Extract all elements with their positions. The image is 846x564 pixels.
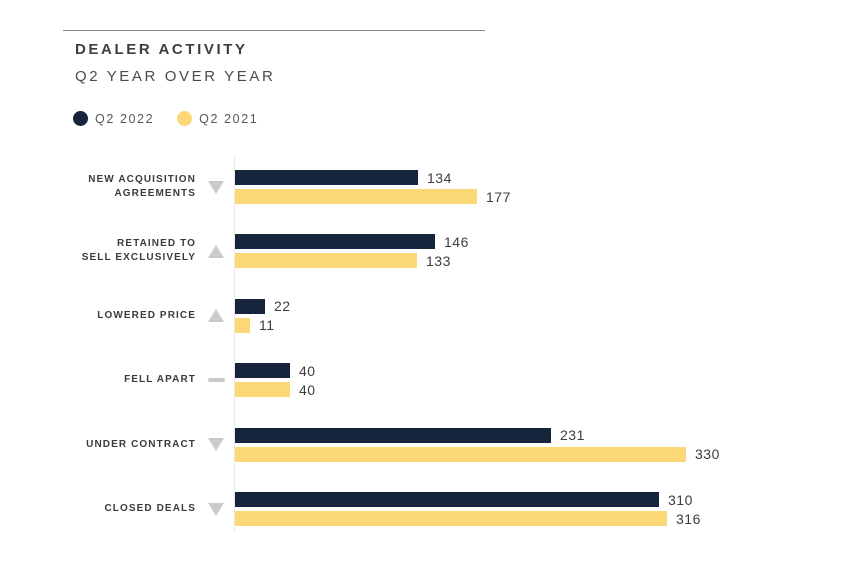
bar-line: 231 bbox=[235, 427, 720, 444]
baseline-axis bbox=[234, 155, 235, 532]
bar-line: 146 bbox=[235, 233, 469, 250]
bar-group: 310 316 bbox=[235, 491, 701, 527]
legend-item-q2-2022: Q2 2022 bbox=[73, 111, 154, 126]
bar-value-label: 146 bbox=[444, 233, 469, 250]
bar-q2-2021 bbox=[235, 317, 250, 333]
bar-q2-2021 bbox=[235, 189, 477, 204]
bar-q2-2022 bbox=[235, 234, 435, 250]
legend-item-q2-2021: Q2 2021 bbox=[177, 111, 258, 126]
category-label: FELL APART bbox=[0, 363, 196, 397]
legend-dot-yellow-icon bbox=[177, 111, 193, 126]
bar-group: 231 330 bbox=[235, 427, 720, 463]
trend-indicator bbox=[202, 363, 230, 397]
bar-value-label: 11 bbox=[259, 317, 275, 334]
bar-q2-2022 bbox=[235, 427, 551, 443]
bar-line: 177 bbox=[235, 188, 511, 205]
category-label: CLOSED DEALS bbox=[0, 492, 196, 526]
trend-down-icon bbox=[208, 180, 224, 194]
bar-value-label: 177 bbox=[486, 188, 511, 205]
category-label-line: FELL APART bbox=[124, 374, 196, 386]
bar-q2-2021 bbox=[235, 382, 290, 398]
bar-group: 40 40 bbox=[235, 362, 316, 398]
bar-value-label: 40 bbox=[299, 381, 316, 398]
bar-value-label: 310 bbox=[668, 491, 693, 508]
trend-down-icon bbox=[208, 438, 224, 452]
header-divider bbox=[63, 30, 485, 31]
trend-indicator bbox=[202, 428, 230, 462]
trend-indicator bbox=[202, 234, 230, 268]
bar-line: 22 bbox=[235, 298, 291, 315]
category-label-line: LOWERED PRICE bbox=[97, 309, 196, 321]
bar-line: 133 bbox=[235, 252, 469, 269]
category-label: LOWERED PRICE bbox=[0, 299, 196, 333]
category-label: RETAINED TO SELL EXCLUSIVELY bbox=[0, 234, 196, 268]
bar-value-label: 316 bbox=[676, 510, 701, 527]
chart-row: RETAINED TO SELL EXCLUSIVELY 146 133 bbox=[0, 233, 846, 269]
bar-q2-2022 bbox=[235, 363, 290, 379]
bar-q2-2022 bbox=[235, 170, 418, 185]
legend-label: Q2 2021 bbox=[199, 111, 259, 126]
trend-indicator bbox=[202, 492, 230, 526]
trend-indicator bbox=[202, 299, 230, 333]
bar-value-label: 22 bbox=[274, 298, 291, 315]
category-label-line: RETAINED TO bbox=[117, 238, 196, 250]
category-label-line: AGREEMENTS bbox=[114, 188, 196, 199]
chart-row: CLOSED DEALS 310 316 bbox=[0, 491, 846, 527]
bar-value-label: 231 bbox=[560, 427, 585, 444]
bar-line: 310 bbox=[235, 491, 701, 508]
category-label: UNDER CONTRACT bbox=[0, 428, 196, 462]
category-label-line: NEW ACQUISITION bbox=[88, 174, 196, 185]
chart-row: FELL APART 40 40 bbox=[0, 362, 846, 398]
category-label-line: SELL EXCLUSIVELY bbox=[81, 252, 196, 264]
bar-q2-2021 bbox=[235, 511, 667, 526]
bar-q2-2021 bbox=[235, 253, 417, 269]
legend-label: Q2 2022 bbox=[95, 111, 155, 126]
chart-row: NEW ACQUISITION AGREEMENTS 134 177 bbox=[0, 169, 846, 205]
bar-value-label: 330 bbox=[695, 446, 720, 463]
chart-row: UNDER CONTRACT 231 330 bbox=[0, 427, 846, 463]
bar-q2-2021 bbox=[235, 446, 686, 462]
legend-dot-navy-icon bbox=[73, 111, 88, 126]
bar-line: 316 bbox=[235, 510, 701, 527]
bar-q2-2022 bbox=[235, 492, 659, 507]
trend-flat-icon bbox=[207, 378, 225, 383]
bar-line: 11 bbox=[235, 317, 291, 334]
trend-up-icon bbox=[208, 244, 224, 258]
bar-line: 330 bbox=[235, 446, 720, 463]
category-label-line: UNDER CONTRACT bbox=[86, 438, 196, 450]
bar-value-label: 134 bbox=[427, 169, 452, 186]
bar-group: 134 177 bbox=[235, 169, 511, 205]
bar-line: 134 bbox=[235, 169, 511, 186]
bar-group: 22 11 bbox=[235, 298, 291, 334]
chart-legend: Q2 2022 Q2 2021 bbox=[73, 111, 258, 126]
trend-indicator bbox=[202, 170, 230, 204]
chart-row: LOWERED PRICE 22 11 bbox=[0, 298, 846, 334]
bar-group: 146 133 bbox=[235, 233, 469, 269]
bar-line: 40 bbox=[235, 381, 316, 398]
category-label-line: CLOSED DEALS bbox=[104, 503, 196, 514]
bar-value-label: 40 bbox=[299, 362, 316, 379]
page-title: DEALER ACTIVITY bbox=[75, 41, 248, 58]
bar-value-label: 133 bbox=[426, 252, 451, 269]
page-subtitle: Q2 YEAR OVER YEAR bbox=[75, 68, 276, 85]
trend-down-icon bbox=[208, 502, 224, 516]
category-label: NEW ACQUISITION AGREEMENTS bbox=[0, 170, 196, 204]
bar-line: 40 bbox=[235, 362, 316, 379]
bar-q2-2022 bbox=[235, 298, 265, 314]
trend-up-icon bbox=[208, 309, 224, 323]
